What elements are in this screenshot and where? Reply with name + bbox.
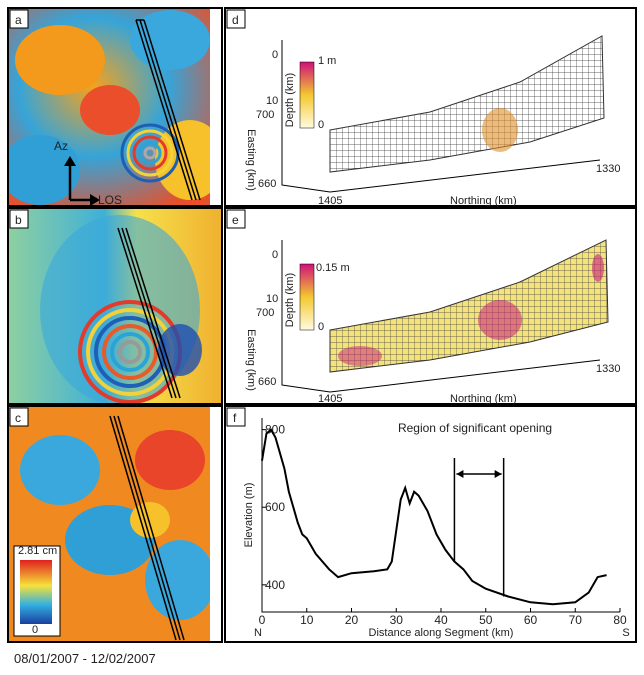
northing-tick: 1405 (318, 195, 342, 207)
date-range: 08/01/2007 - 12/02/2007 (14, 651, 156, 666)
panel-frame (225, 406, 636, 642)
depth-label: Depth (km) (284, 273, 296, 327)
x-start-label: N (254, 627, 262, 639)
scale-max: 1 m (318, 55, 336, 67)
easting-label: Easting (km) (245, 129, 257, 191)
slip-patch (338, 346, 382, 366)
easting-tick: 660 (258, 178, 276, 190)
depth-tick: 10 (266, 293, 278, 305)
northing-label: Northing (km) (450, 195, 517, 207)
northing-tick: 1405 (318, 393, 342, 405)
northing-tick: 1330 (596, 363, 620, 375)
scale-min: 0 (318, 119, 324, 131)
azimuth-label: Az (54, 139, 68, 153)
northing-label: Northing (km) (450, 393, 517, 405)
depth-tick: 0 (272, 49, 278, 61)
easting-tick: 700 (256, 307, 274, 319)
x-tick-label: 20 (345, 613, 359, 627)
slip-patch (592, 254, 604, 282)
y-axis-label: Elevation (m) (243, 483, 255, 548)
x-tick-label: 0 (259, 613, 266, 627)
x-tick-label: 50 (479, 613, 493, 627)
northing-tick: 1330 (596, 163, 620, 175)
panel-letter: a (15, 13, 22, 27)
slip-patch (478, 300, 522, 340)
easting-tick: 660 (258, 376, 276, 388)
los-label: LOS (98, 193, 122, 207)
panel-letter: e (232, 213, 239, 227)
color-scale (20, 560, 52, 624)
x-tick-label: 70 (569, 613, 583, 627)
color-scale (300, 264, 314, 330)
x-tick-label: 40 (434, 613, 448, 627)
panel-letter: d (232, 13, 239, 27)
depth-label: Depth (km) (284, 73, 296, 127)
x-end-label: S (622, 627, 629, 639)
y-tick-label: 600 (265, 500, 285, 514)
easting-tick: 700 (256, 109, 274, 121)
depth-tick: 10 (266, 95, 278, 107)
panel-a-image (0, 8, 225, 206)
panel-b-image (8, 208, 222, 405)
color-scale (300, 62, 314, 128)
x-axis-label: Distance along Segment (km) (369, 627, 514, 639)
scale-max: 0.15 m (316, 262, 350, 274)
easting-label: Easting (km) (245, 329, 257, 391)
panel-letter: b (15, 213, 22, 227)
figure: Az LOS 2.81 cm 0 1 m 0 0 10 700 660 1405… (0, 0, 644, 670)
scale-max: 2.81 cm (18, 545, 57, 557)
y-tick-label: 400 (265, 578, 285, 592)
x-tick-label: 10 (300, 613, 314, 627)
depth-tick: 0 (272, 249, 278, 261)
x-tick-label: 30 (390, 613, 404, 627)
panel-letter: c (15, 411, 21, 425)
scale-min: 0 (318, 321, 324, 333)
annotation: Region of significant opening (398, 421, 552, 435)
x-tick-label: 80 (613, 613, 627, 627)
scale-min: 0 (32, 624, 38, 636)
y-tick-label: 800 (265, 423, 285, 437)
x-tick-label: 60 (524, 613, 538, 627)
slip-patch (482, 108, 518, 152)
